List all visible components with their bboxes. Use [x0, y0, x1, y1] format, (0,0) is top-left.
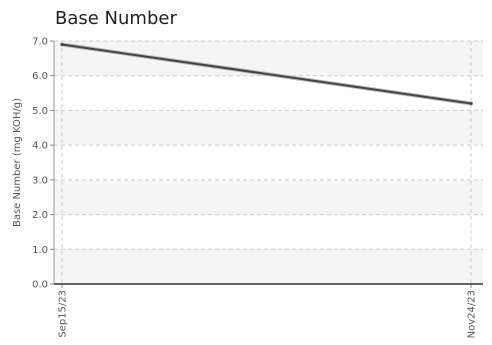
y-tick-label: 2.0: [32, 210, 48, 221]
series-line: [61, 43, 472, 105]
grid-band: [54, 249, 483, 284]
y-tick-label: 1.0: [32, 245, 48, 256]
y-tick-label: 3.0: [32, 175, 48, 186]
grid-band: [54, 41, 483, 76]
y-tick-label: 7.0: [32, 37, 48, 48]
y-tick-label: 0.0: [32, 280, 48, 291]
y-tick-label: 5.0: [32, 106, 48, 117]
chart-title: Base Number: [55, 8, 177, 29]
y-tick-label: 4.0: [32, 141, 48, 152]
x-tick-label: Sep15/23: [58, 290, 69, 338]
data-point: [60, 42, 64, 46]
y-tick-label: 6.0: [32, 71, 48, 82]
grid-band: [54, 179, 483, 215]
x-tick-label: Nov24/23: [467, 290, 478, 338]
grid-band: [54, 110, 483, 146]
y-axis-label: Base Number (mg KOH/g): [12, 98, 23, 227]
data-point: [469, 101, 473, 105]
